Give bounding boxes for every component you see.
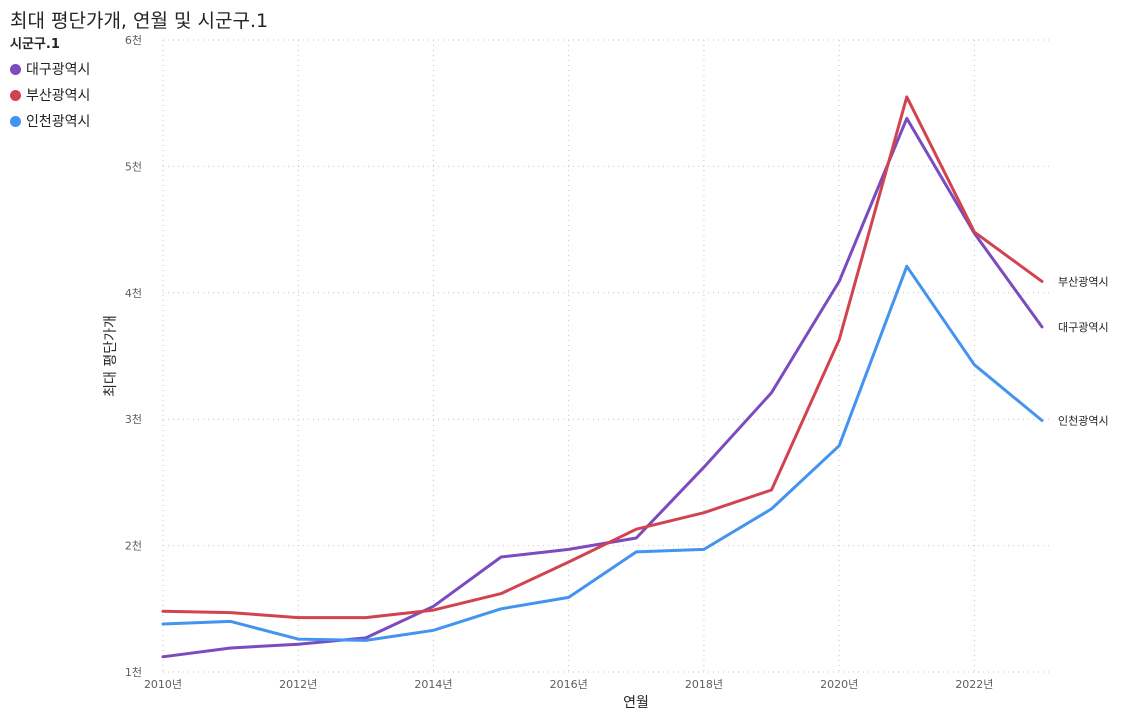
legend-item-daegu[interactable]: 대구광역시 (10, 56, 90, 82)
legend-item-busan[interactable]: 부산광역시 (10, 82, 90, 108)
series-line (161, 264, 1044, 642)
y-tick-label: 4천 (125, 286, 142, 300)
series-line (161, 95, 1044, 620)
series-end-label: 대구광역시 (1058, 321, 1109, 334)
x-tick-label: 2020년 (820, 678, 858, 691)
legend-label: 인천광역시 (26, 114, 91, 130)
legend-label: 부산광역시 (26, 88, 91, 104)
legend-title: 시군구.1 (10, 37, 60, 52)
legend-label: 대구광역시 (26, 62, 91, 78)
series-line (161, 116, 1044, 659)
x-tick-label: 2012년 (279, 678, 317, 691)
y-tick-label: 2천 (125, 539, 142, 553)
x-tick-label: 2016년 (550, 678, 588, 691)
y-tick-label: 3천 (125, 412, 142, 426)
chart-title: 최대 평단가개, 연월 및 시군구.1 (10, 10, 269, 32)
legend: 시군구.1 대구광역시 부산광역시 인천광역시 (10, 33, 90, 134)
y-tick-label: 6천 (125, 33, 142, 47)
legend-marker-icon (10, 115, 21, 127)
y-tick-label: 1천 (125, 665, 142, 679)
series-end-label: 부산광역시 (1058, 275, 1109, 288)
x-tick-label: 2014년 (414, 678, 452, 691)
y-axis-title: 최대 평단가개 (103, 315, 119, 397)
legend-marker-icon (10, 89, 21, 101)
legend-marker-icon (10, 63, 21, 75)
x-tick-label: 2010년 (144, 678, 182, 691)
legend-item-incheon[interactable]: 인천광역시 (10, 108, 90, 134)
series-end-label: 인천광역시 (1058, 413, 1109, 427)
x-axis-title: 연월 (623, 695, 649, 711)
x-tick-label: 2018년 (685, 678, 723, 691)
x-tick-label: 2022년 (955, 678, 993, 691)
y-tick-label: 5천 (125, 159, 142, 173)
